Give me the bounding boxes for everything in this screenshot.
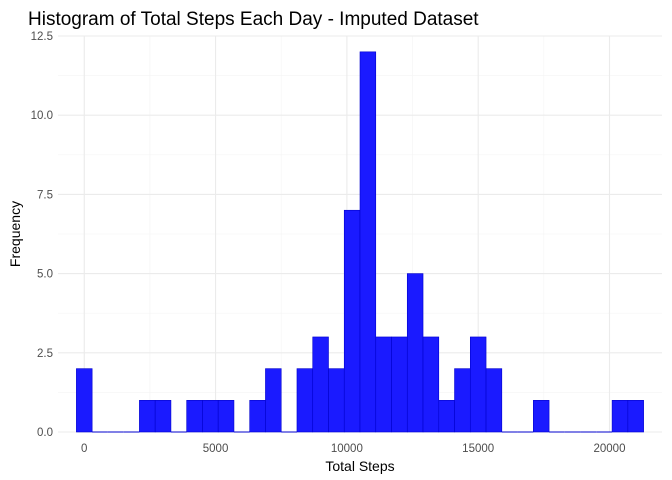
histogram-bar xyxy=(217,400,235,433)
histogram-bar xyxy=(627,400,644,433)
y-tick-label: 10.0 xyxy=(31,110,53,122)
histogram-bar xyxy=(469,336,487,433)
y-tick-label: 0.0 xyxy=(37,427,53,439)
histogram-bar xyxy=(139,400,156,433)
x-tick-label: 5000 xyxy=(203,443,229,455)
histogram-bar xyxy=(359,51,377,433)
chart-title: Histogram of Total Steps Each Day - Impu… xyxy=(28,9,479,30)
y-axis-title: Frequency xyxy=(7,201,23,267)
histogram-bar xyxy=(391,336,408,433)
histogram-bars xyxy=(76,51,644,433)
histogram-bar xyxy=(438,400,455,433)
histogram-bar xyxy=(454,368,471,433)
histogram-bar xyxy=(422,336,440,433)
histogram-bar xyxy=(328,368,345,433)
histogram-bar xyxy=(76,368,93,433)
y-axis-tick-labels: 0.0 2.5 5.0 7.5 10.0 12.5 xyxy=(31,31,53,439)
x-tick-label: 15000 xyxy=(462,443,494,455)
histogram-bar xyxy=(265,368,282,433)
histogram-bar xyxy=(485,368,503,433)
x-axis-tick-labels: 0 5000 10000 15000 20000 xyxy=(81,443,625,455)
x-axis-title: Total Steps xyxy=(325,458,394,474)
histogram-bar xyxy=(296,368,314,433)
histogram-bar xyxy=(406,273,424,433)
histogram-bar xyxy=(186,400,203,433)
histogram-bar xyxy=(375,336,392,433)
x-tick-label: 10000 xyxy=(331,443,363,455)
histogram-bar xyxy=(154,400,172,433)
x-tick-label: 0 xyxy=(81,443,87,455)
y-tick-label: 5.0 xyxy=(37,269,53,281)
histogram-bar xyxy=(611,400,629,433)
histogram-bar xyxy=(533,400,550,433)
y-tick-label: 7.5 xyxy=(37,189,53,201)
y-tick-label: 12.5 xyxy=(31,31,53,43)
histogram-bar xyxy=(312,336,329,433)
y-tick-label: 2.5 xyxy=(37,348,53,360)
x-tick-label: 20000 xyxy=(593,443,625,455)
histogram-bar xyxy=(249,400,266,433)
histogram-bar xyxy=(202,400,219,433)
histogram-bar xyxy=(343,209,361,433)
